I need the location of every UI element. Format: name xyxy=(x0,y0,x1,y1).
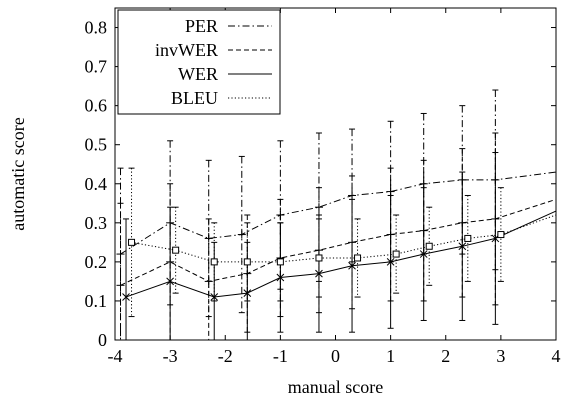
plus-marker xyxy=(386,230,395,239)
y-axis-title: automatic score xyxy=(8,117,28,230)
x-tick-label: 2 xyxy=(441,346,450,366)
plus-marker xyxy=(166,218,175,227)
x-marker xyxy=(166,277,174,286)
x-marker-b xyxy=(210,293,219,301)
plus-marker xyxy=(116,250,125,259)
plus-marker xyxy=(491,214,500,223)
x-axis-ticks: -4 -3 -2 -1 0 1 2 3 4 xyxy=(108,8,561,366)
error-bars xyxy=(117,89,504,341)
x-tick-label: -4 xyxy=(108,346,123,366)
x-marker xyxy=(419,250,428,258)
square-marker xyxy=(128,238,136,246)
plus-marker xyxy=(204,234,213,243)
y-tick-label: 0.6 xyxy=(85,96,108,116)
square-marker xyxy=(354,254,362,262)
plus-marker xyxy=(204,277,213,286)
series-line-per xyxy=(120,171,557,255)
y-tick-label: 0.1 xyxy=(85,291,108,311)
x-marker xyxy=(276,273,285,282)
x-marker xyxy=(210,293,219,301)
square-marker xyxy=(497,231,505,239)
y-tick-label: 0.3 xyxy=(85,213,108,233)
markers xyxy=(116,175,505,301)
x-marker xyxy=(122,293,130,301)
legend: PER invWER WER BLEU xyxy=(117,9,281,115)
plus-marker xyxy=(116,281,125,290)
x-tick-label: 1 xyxy=(386,346,395,366)
y-tick-label: 0.7 xyxy=(85,57,108,77)
plus-marker xyxy=(243,269,252,278)
legend-label: PER xyxy=(185,16,218,36)
y-tick-label: 0 xyxy=(98,330,107,350)
x-marker-b xyxy=(348,261,356,270)
x-marker-b xyxy=(315,269,323,278)
square-marker xyxy=(425,242,433,250)
square-marker xyxy=(276,258,284,266)
x-marker-b xyxy=(276,273,285,282)
legend-label: WER xyxy=(178,64,218,84)
x-tick-label: 4 xyxy=(552,346,561,366)
series-lines xyxy=(120,171,557,298)
x-tick-label: -1 xyxy=(273,346,288,366)
plus-marker xyxy=(419,179,428,188)
x-marker xyxy=(315,269,323,278)
x-tick-label: 3 xyxy=(496,346,505,366)
plus-marker xyxy=(166,257,175,266)
x-marker xyxy=(243,289,252,297)
x-marker-b xyxy=(386,258,395,266)
square-marker xyxy=(392,250,400,258)
plus-marker xyxy=(419,226,428,235)
square-marker xyxy=(243,258,251,266)
x-marker-b xyxy=(458,242,467,251)
plus-marker xyxy=(276,211,285,220)
x-marker xyxy=(458,242,467,251)
plus-marker xyxy=(348,238,357,247)
legend-box xyxy=(117,9,281,115)
y-tick-label: 0.2 xyxy=(85,252,108,272)
y-tick-label: 0.5 xyxy=(85,135,108,155)
x-marker xyxy=(348,261,356,270)
series-line-invwer xyxy=(120,198,557,286)
square-marker xyxy=(464,234,472,242)
square-marker xyxy=(210,258,218,266)
x-marker xyxy=(386,258,395,266)
x-marker-b xyxy=(122,293,130,301)
x-tick-label: -3 xyxy=(163,346,178,366)
x-tick-label: 0 xyxy=(331,346,340,366)
y-tick-label: 0.8 xyxy=(85,18,108,38)
x-marker-b xyxy=(419,250,428,258)
x-axis-title: manual score xyxy=(288,377,383,397)
plus-marker xyxy=(491,175,500,184)
legend-label: invWER xyxy=(155,40,218,60)
x-tick-label: -2 xyxy=(218,346,233,366)
square-marker xyxy=(315,254,323,262)
plus-marker xyxy=(314,246,323,255)
plus-marker xyxy=(458,175,467,184)
plus-marker xyxy=(458,218,467,227)
series-line-wer xyxy=(125,210,557,298)
plus-marker xyxy=(348,191,357,200)
plus-marker xyxy=(314,203,323,212)
legend-label: BLEU xyxy=(171,88,218,108)
plot-area xyxy=(116,89,557,341)
series-line-bleu xyxy=(131,214,557,263)
square-marker xyxy=(172,246,180,254)
y-tick-label: 0.4 xyxy=(85,174,108,194)
x-marker-b xyxy=(166,277,174,286)
plus-marker xyxy=(237,230,246,239)
y-axis-ticks: 0 0.1 0.2 0.3 0.4 0.5 0.6 0.7 0.8 xyxy=(85,18,556,350)
plus-marker xyxy=(386,187,395,196)
x-marker-b xyxy=(243,289,252,297)
